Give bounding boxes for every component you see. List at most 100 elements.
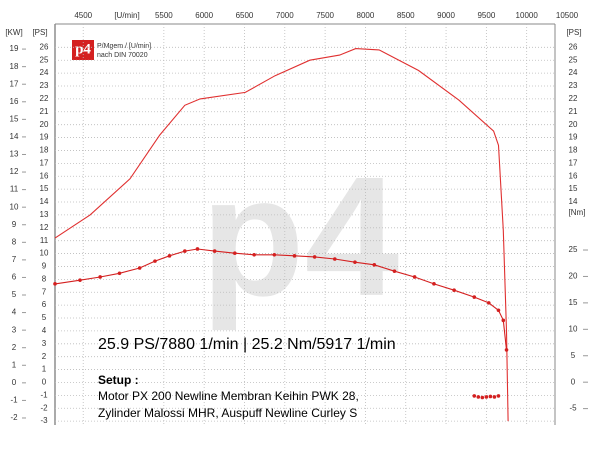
kw-tick-label: 16 [10, 97, 19, 106]
y-tick-label: 20 [40, 120, 49, 129]
kw-tick-label: 8 [12, 237, 17, 246]
data-line [54, 48, 509, 422]
data-point [78, 278, 82, 282]
y2-tick-label: -5 [569, 404, 577, 413]
kw-tick-label: 19 [10, 44, 19, 53]
kw-tick-label: 9 [12, 220, 17, 229]
y-tick-label: 11 [40, 236, 49, 245]
kw-tick-label: 4 [12, 308, 17, 317]
data-point [292, 254, 297, 258]
y-tick-label: 16 [40, 171, 49, 180]
y-tick-label: 5 [42, 313, 47, 322]
y-tick-label: 15 [40, 184, 49, 193]
y-tick-label-right: 25 [569, 55, 578, 64]
y-tick-label: 19 [40, 133, 49, 142]
y-tick-label: 2 [42, 352, 47, 361]
x-tick-label: 6000 [195, 11, 213, 20]
data-point [137, 266, 142, 270]
data-point [252, 252, 256, 257]
data-point [195, 247, 200, 251]
y-axis-unit: [PS] [32, 28, 47, 37]
data-point [272, 252, 277, 257]
data-point [504, 348, 509, 352]
y-tick-label-right: 16 [569, 171, 578, 180]
data-point [183, 249, 187, 253]
y-tick-label-right: 22 [569, 94, 578, 103]
x-tick-label: 5500 [155, 11, 173, 20]
peak-summary: 25.9 PS/7880 1/min | 25.2 Nm/5917 1/min [98, 336, 396, 353]
data-point [353, 260, 357, 264]
watermark: p4 [201, 142, 399, 332]
x-tick-label: 4500 [74, 11, 92, 20]
setup-heading: Setup : [98, 373, 139, 387]
data-point [117, 271, 122, 276]
y-tick-label: 0 [42, 378, 47, 387]
kw-tick-label: 7 [12, 255, 17, 264]
data-point [496, 394, 501, 398]
data-point [98, 275, 102, 279]
kw-tick-label: 1 [12, 360, 17, 369]
y-tick-label-right: 23 [569, 81, 578, 90]
y-tick-label: 3 [42, 339, 47, 348]
y-tick-label-right: 18 [569, 146, 578, 155]
data-point [476, 395, 481, 399]
logo-caption: P/Mgem / [U/min] [97, 43, 151, 50]
kw-unit: [KW] [5, 28, 22, 37]
data-point [167, 254, 172, 258]
y-tick-label: 14 [40, 197, 49, 206]
logo-box [72, 40, 94, 60]
y-tick-label: -3 [40, 416, 48, 425]
kw-tick-label: 6 [12, 273, 17, 282]
y2-tick-label: 25 [569, 245, 578, 254]
x-tick-label: 10500 [556, 11, 579, 20]
y-tick-label-right: 26 [569, 42, 578, 51]
kw-tick-label: 18 [10, 62, 19, 71]
data-point [392, 269, 397, 273]
data-point [492, 395, 497, 399]
kw-tick-label: 10 [10, 202, 19, 211]
kw-tick-label: 5 [12, 290, 17, 299]
setup-line: Motor PX 200 Newline Membran Keihin PWK … [98, 389, 359, 403]
y-tick-label: 23 [40, 81, 49, 90]
data-point [501, 318, 506, 323]
y-tick-label: 21 [40, 107, 49, 116]
data-point [332, 257, 337, 261]
y2-tick-label: 5 [571, 351, 576, 360]
data-point [53, 282, 57, 286]
x-tick-label: 7000 [276, 11, 294, 20]
data-point [153, 259, 157, 263]
y-tick-label: 26 [40, 42, 49, 51]
y2-tick-label: 0 [571, 377, 576, 386]
y-tick-label: 9 [42, 262, 47, 271]
data-point [452, 288, 456, 292]
y-tick-label: -2 [40, 403, 48, 412]
y2-tick-label: 15 [569, 298, 578, 307]
data-point [312, 255, 317, 259]
setup-line: Zylinder Malossi MHR, Auspuff Newline Cu… [98, 406, 357, 420]
kw-tick-label: 13 [10, 150, 19, 159]
y2-tick-label: 10 [569, 324, 578, 333]
y-tick-label: 10 [40, 249, 49, 258]
kw-tick-label: 15 [10, 114, 19, 123]
kw-tick-label: 12 [10, 167, 19, 176]
logo-norm: nach DIN 70020 [97, 52, 148, 59]
y-tick-label: 25 [40, 55, 49, 64]
y-tick-label: 12 [40, 223, 49, 232]
data-point [484, 395, 489, 399]
data-point [488, 394, 493, 399]
data-point [480, 395, 485, 400]
kw-tick-label: 2 [12, 343, 17, 352]
y-tick-label: 18 [40, 146, 49, 155]
logo: p4 [75, 41, 91, 57]
x-axis-unit: [U/min] [114, 11, 139, 20]
y-tick-label: 6 [42, 300, 47, 309]
y-tick-label-right: 21 [569, 107, 578, 116]
y-tick-label-right: 20 [569, 120, 578, 129]
y2-axis-unit: [Nm] [569, 208, 586, 217]
data-point [233, 251, 237, 255]
y2-tick-label: 20 [569, 272, 578, 281]
y-tick-label: 22 [40, 94, 49, 103]
y-tick-label-right: 14 [569, 197, 578, 206]
y-tick-label: 13 [40, 210, 49, 219]
y-tick-label: -1 [40, 390, 48, 399]
